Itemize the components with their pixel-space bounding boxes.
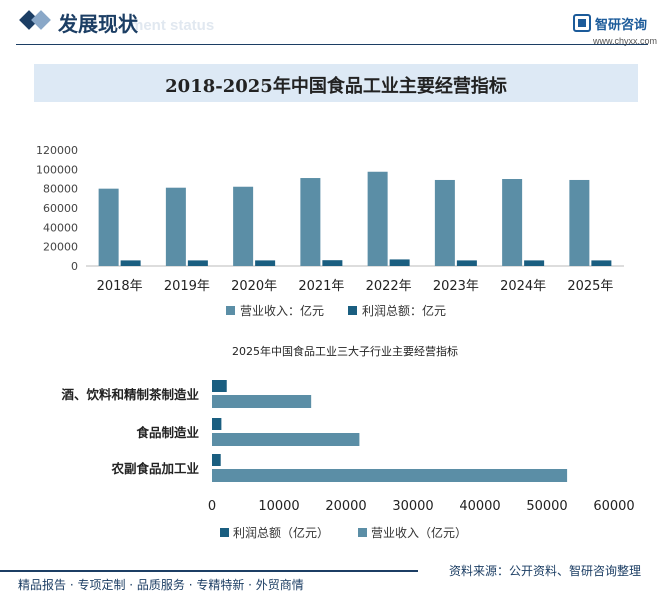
chart1-xtick-label: 2022年 <box>366 279 412 294</box>
chart1-svg: 120000 100000 80000 60000 40000 20000 0 2018年 20… <box>36 144 624 318</box>
chart2-category-label: 食品制造业 <box>135 425 199 440</box>
chart2-bar-revenue <box>212 469 568 482</box>
footer-source: 资料来源：公开资料、智研咨询整理 <box>449 564 642 578</box>
chart1-xtick-label: 2021年 <box>298 279 344 294</box>
chart2-legend-label: 营业收入（亿元） <box>371 525 467 540</box>
chart1-ytick-label: 80000 <box>43 183 78 196</box>
chart1-bar-revenue <box>502 179 523 266</box>
chart1-xtick-label: 2023年 <box>433 279 479 294</box>
chart1-ytick-label: 100000 <box>36 163 78 176</box>
chart1-title: 2018-2025年中国食品工业主要经营指标 <box>165 76 507 97</box>
brand-logo-icon <box>573 14 591 32</box>
chart2-legend-label: 利润总额（亿元） <box>233 525 329 540</box>
chart1-bar-revenue <box>233 186 254 266</box>
chart1-bar-revenue <box>98 188 119 266</box>
chart1-banner: 2018-2025年中国食品工业主要经营指标 <box>34 64 638 102</box>
chart1-bar-revenue <box>300 178 321 266</box>
header-diamond-light <box>31 10 51 30</box>
brand-name: 智研咨询 <box>595 18 648 33</box>
chart1-bar-profit <box>524 260 545 266</box>
chart1-xtick-label: 2019年 <box>164 279 210 294</box>
header-title: 发展现状 <box>58 12 138 36</box>
brand-url: www.chyxx.com <box>593 36 658 46</box>
chart1-bar-profit <box>389 259 410 266</box>
chart1-bar-profit <box>456 260 477 266</box>
chart1-ytick-label: 20000 <box>43 241 78 254</box>
chart1-bar-profit <box>322 260 343 266</box>
chart2-bar-profit <box>212 380 227 392</box>
chart1-bar-profit <box>255 260 276 266</box>
chart2-svg: 2025年中国食品工业三大子行业主要经营指标酒、饮料和精制茶制造业食品制造业农副… <box>61 344 634 540</box>
chart1-bar-profit <box>591 260 612 266</box>
footer-divider <box>0 570 418 572</box>
chart1-xtick-label: 2020年 <box>231 279 277 294</box>
chart2-xtick-label: 30000 <box>392 499 433 514</box>
chart2-title: 2025年中国食品工业三大子行业主要经营指标 <box>232 344 458 358</box>
chart1-legend-swatch <box>226 306 235 315</box>
chart1-legend-swatch <box>348 306 357 315</box>
chart2-category-label: 农副食品加工业 <box>110 461 199 476</box>
header-subtitle-en: ment status <box>130 17 215 34</box>
chart1-legend-label: 营业收入：亿元 <box>240 303 324 318</box>
chart1-ytick-label: 40000 <box>43 221 78 234</box>
chart1-xtick-label: 2024年 <box>500 279 546 294</box>
footer-services: 精品报告 · 专项定制 · 品质服务 · 专精特新 · 外贸商情 <box>18 578 304 592</box>
chart2-bar-profit <box>212 418 222 430</box>
chart1-bar-revenue <box>569 179 590 266</box>
chart1-bar-revenue <box>434 179 455 266</box>
chart2-xtick-label: 20000 <box>325 499 366 514</box>
chart1-bar-revenue <box>165 187 186 266</box>
chart2-legend-swatch <box>358 528 367 537</box>
chart2-bar-profit <box>212 454 221 466</box>
chart2-category-label: 酒、饮料和精制茶制造业 <box>61 387 199 402</box>
chart1-xtick-label: 2025年 <box>567 279 613 294</box>
header-divider <box>16 44 648 45</box>
chart1-ytick-label: 60000 <box>43 202 78 215</box>
chart1-legend-label: 利润总额：亿元 <box>362 303 446 318</box>
chart2-bar-revenue <box>212 395 312 408</box>
chart1-xtick-label: 2018年 <box>97 279 143 294</box>
chart1-ytick-label: 0 <box>71 260 78 273</box>
chart2-xtick-label: 60000 <box>593 499 634 514</box>
chart2-xtick-label: 50000 <box>526 499 567 514</box>
chart1-bar-profit <box>187 260 208 266</box>
chart2-xtick-label: 10000 <box>258 499 299 514</box>
chart1-bar-revenue <box>367 171 388 266</box>
chart2-xtick-label: 40000 <box>459 499 500 514</box>
chart2-xtick-label: 0 <box>208 499 216 514</box>
chart1-bar-profit <box>120 260 141 266</box>
chart2-legend-swatch <box>220 528 229 537</box>
chart1-ytick-label: 120000 <box>36 144 78 157</box>
chart2-bar-revenue <box>212 433 360 446</box>
